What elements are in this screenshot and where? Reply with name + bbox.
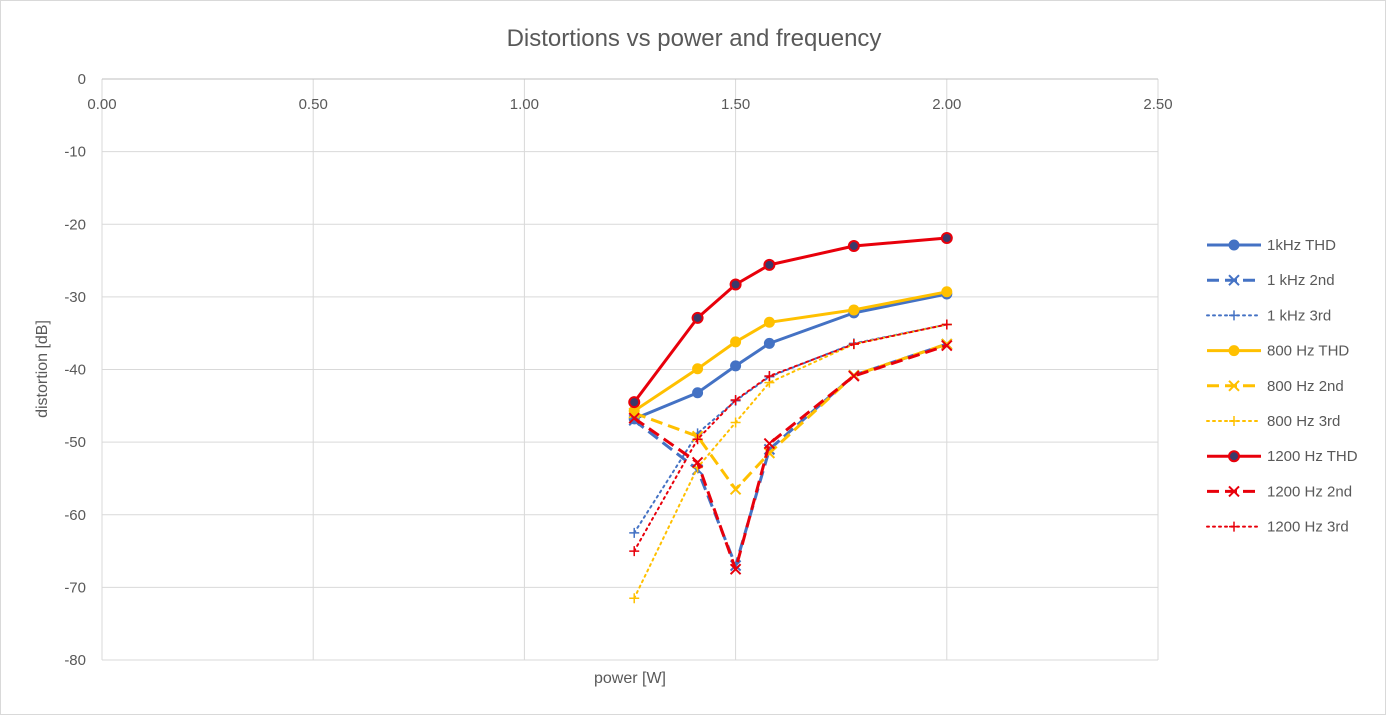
y-tick-label: -30 (64, 289, 86, 306)
legend-item-800-hz-2nd: 800 Hz 2nd (1207, 378, 1344, 395)
x-tick-label: 2.00 (932, 96, 961, 113)
data-point-800-hz-2nd (628, 407, 640, 419)
data-point-800-hz-thd (763, 316, 775, 328)
y-tick-label: -80 (64, 652, 86, 669)
legend-item-1200-hz-3rd: 1200 Hz 3rd (1206, 519, 1349, 536)
legend-marker (1228, 380, 1240, 392)
series-1khz-thd (628, 288, 953, 425)
legend-item-800-hz-thd: 800 Hz THD (1207, 343, 1349, 360)
legend-marker (1228, 274, 1240, 286)
data-point-1200-hz-2nd (729, 563, 742, 575)
data-point-1khz-thd (763, 337, 775, 349)
legend-label: 1kHz THD (1267, 237, 1336, 254)
series-line-800-hz-3rd (633, 323, 948, 600)
chart-title: Distortions vs power and frequency (507, 25, 882, 52)
series-1200-hz-2nd (628, 339, 953, 575)
y-axis-label: distortion [dB] (34, 320, 51, 418)
grid (101, 78, 1159, 661)
data-point-1200-hz-3rd (730, 395, 741, 406)
data-point-1200-hz-2nd (848, 370, 860, 382)
data-point-800-hz-3rd (629, 593, 640, 604)
legend-marker (1228, 345, 1240, 357)
data-point-1200-hz-2nd (691, 456, 704, 469)
data-point-1200-hz-3rd (941, 319, 952, 330)
legend-label: 800 Hz 2nd (1267, 378, 1344, 395)
y-tick-label: 0 (78, 71, 86, 88)
series-line-1200-hz-2nd (633, 344, 948, 571)
legend-marker (1229, 521, 1239, 532)
y-tick-label: -40 (64, 362, 86, 379)
y-tick-label: -70 (64, 579, 86, 596)
data-point-800-hz-thd (848, 304, 860, 316)
data-point-1200-hz-3rd (848, 339, 859, 350)
legend-label: 1 kHz 2nd (1267, 272, 1335, 289)
legend-label: 1200 Hz 3rd (1267, 519, 1349, 536)
data-point-800-hz-thd (941, 286, 953, 298)
legend: 1kHz THD 1 kHz 2nd 1 kHz 3rd 800 Hz THD 800 … (1206, 237, 1358, 536)
data-point-1200-hz-3rd (692, 434, 703, 445)
legend-label: 1200 Hz 2nd (1267, 483, 1352, 500)
legend-item-800-hz-3rd: 800 Hz 3rd (1206, 413, 1340, 430)
data-point-800-hz-3rd (730, 417, 741, 428)
data-point-1200-hz-thd (847, 240, 860, 253)
series-line-1200-hz-3rd (633, 323, 948, 553)
legend-marker (1228, 450, 1240, 463)
data-point-800-hz-thd (730, 336, 742, 348)
legend-marker (1228, 485, 1240, 498)
legend-label: 800 Hz 3rd (1267, 413, 1340, 430)
data-point-1200-hz-3rd (764, 371, 775, 382)
legend-marker (1228, 239, 1240, 251)
data-point-1200-hz-2nd (763, 437, 776, 450)
data-point-1-khz-3rd (629, 527, 640, 538)
y-tick-label: -10 (64, 144, 86, 161)
series-1200-hz-3rd (629, 319, 952, 557)
x-tick-label: 1.00 (510, 96, 539, 113)
x-tick-label: 2.50 (1143, 96, 1172, 113)
legend-item-1khz-thd: 1kHz THD (1207, 237, 1336, 254)
data-point-1200-hz-thd (940, 232, 953, 245)
y-tick-label: -50 (64, 434, 86, 451)
x-axis-label: power [W] (594, 670, 666, 687)
series-line-1200-hz-thd (633, 236, 947, 404)
data-point-800-hz-thd (692, 363, 704, 375)
legend-marker (1229, 310, 1239, 321)
data-point-1200-hz-3rd (629, 546, 640, 557)
data-point-1200-hz-thd (763, 258, 776, 271)
x-tick-label: 1.50 (721, 96, 750, 113)
legend-label: 1200 Hz THD (1267, 448, 1358, 465)
data-point-1200-hz-thd (729, 278, 742, 291)
series-line-1khz-thd (633, 292, 948, 421)
x-tick-label: 0.50 (299, 96, 328, 113)
y-tick-label: -20 (64, 216, 86, 233)
data-point-800-hz-2nd (729, 483, 742, 496)
series-800-hz-3rd (629, 319, 952, 604)
x-tick-label: 0.00 (87, 96, 116, 113)
legend-item-1-khz-2nd: 1 kHz 2nd (1207, 272, 1335, 289)
data-point-1200-hz-2nd (941, 339, 953, 352)
tick-labels: 0 -10 -20 -30 -40 -50 -60 -70 -80 0.00 0.50 1.00 1.5… (64, 71, 1172, 669)
legend-label: 1 kHz 3rd (1267, 307, 1331, 324)
legend-item-1200-hz-2nd: 1200 Hz 2nd (1207, 483, 1352, 500)
data-point-1khz-thd (730, 360, 742, 372)
legend-item-1-khz-3rd: 1 kHz 3rd (1206, 307, 1331, 324)
series-line-1-khz-2nd (633, 342, 948, 568)
series-line-800-hz-thd (633, 290, 948, 413)
y-tick-label: -60 (64, 507, 86, 524)
data-point-1200-hz-thd (628, 396, 641, 409)
series-1-khz-2nd (628, 338, 953, 572)
series-1200-hz-thd (628, 232, 953, 409)
data-point-1200-hz-thd (691, 311, 704, 324)
legend-label: 800 Hz THD (1267, 343, 1349, 360)
data-point-1khz-thd (692, 387, 704, 399)
legend-marker (1229, 416, 1239, 426)
series-line-800-hz-2nd (633, 342, 948, 491)
plot-series (628, 232, 953, 604)
series-800-hz-2nd (628, 338, 953, 496)
series-800-hz-thd (628, 286, 953, 417)
data-point-1200-hz-2nd (628, 412, 640, 424)
legend-item-1200-hz-thd: 1200 Hz THD (1207, 448, 1358, 465)
